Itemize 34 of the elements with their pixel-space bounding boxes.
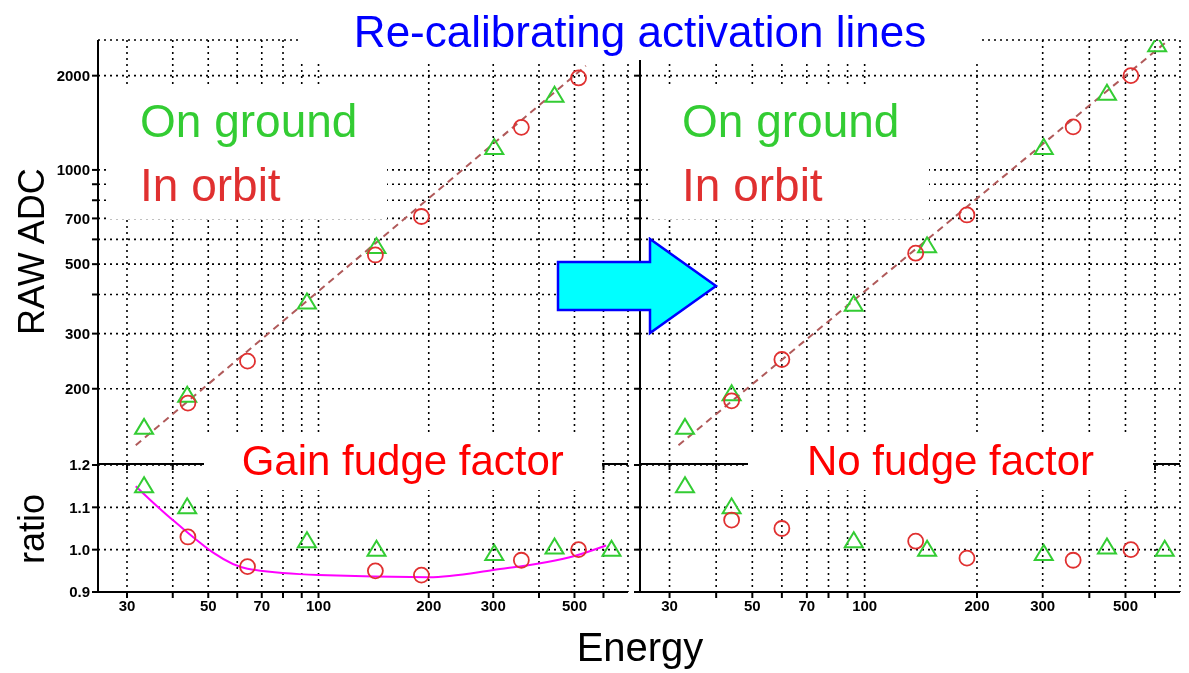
x-tick-label: 500 — [1112, 596, 1138, 614]
y-tick-label: 1.2 — [69, 456, 90, 474]
y-axis-title: RAW ADC — [11, 167, 52, 338]
x-tick-label: 300 — [1030, 596, 1056, 614]
x-tick-label: 200 — [964, 596, 990, 614]
text: On ground — [682, 94, 900, 149]
y-tick-label: 1000 — [56, 161, 90, 179]
x-tick-label: 100 — [852, 596, 878, 614]
x-tick-label: 50 — [199, 596, 217, 614]
x-tick-label: 100 — [305, 596, 332, 614]
x-tick-label: 30 — [118, 596, 136, 614]
text: On ground — [140, 94, 358, 149]
x-tick-label: 200 — [416, 596, 442, 614]
x-tick-label: 300 — [480, 596, 506, 614]
y-tick-label: 500 — [64, 255, 90, 273]
y-tick-label: 1.0 — [69, 540, 90, 558]
x-tick-label: 50 — [743, 596, 761, 614]
x-tick-label: 70 — [798, 596, 816, 614]
y-tick-label: 1.1 — [69, 498, 90, 516]
y-tick-label: 300 — [64, 324, 90, 342]
x-axis-title: Energy — [575, 624, 705, 670]
x-tick-label: 500 — [561, 596, 587, 614]
y-tick-label: 700 — [64, 209, 90, 227]
annotation: Gain fudge factor — [204, 432, 602, 490]
y-tick-label: 2000 — [56, 67, 90, 84]
text: In orbit — [682, 158, 824, 213]
x-tick-label: 70 — [253, 596, 271, 614]
y-axis-title: ratio — [11, 492, 52, 566]
x-tick-label: 30 — [661, 596, 678, 614]
y-tick-label: 200 — [64, 380, 90, 398]
annotation: No fudge factor — [748, 432, 1153, 490]
chart-title: Re-calibrating activation lines — [300, 4, 980, 60]
y-tick-label: 0.9 — [69, 583, 90, 601]
text: In orbit — [140, 158, 282, 213]
